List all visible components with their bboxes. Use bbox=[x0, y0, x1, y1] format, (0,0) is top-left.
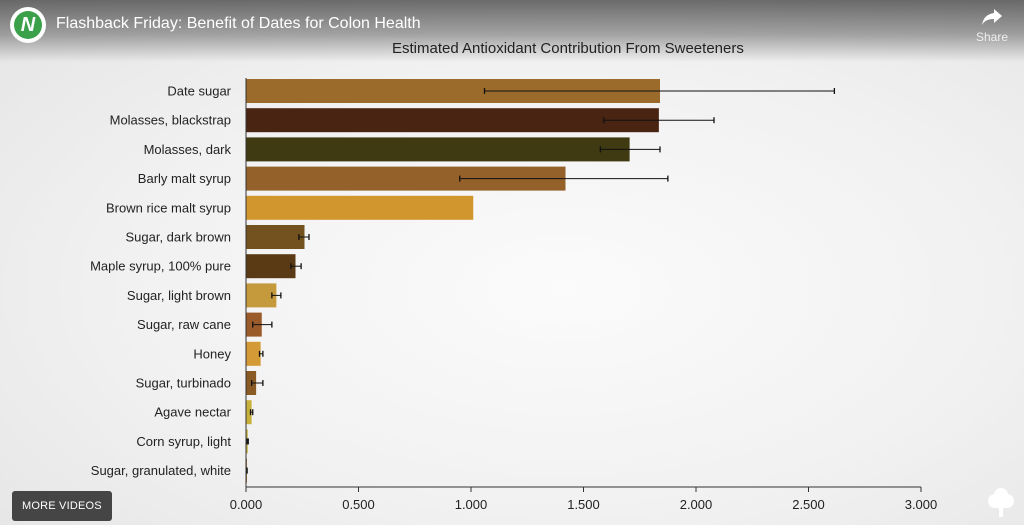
video-title[interactable]: Flashback Friday: Benefit of Dates for C… bbox=[56, 15, 421, 32]
bar bbox=[246, 254, 296, 279]
x-tick-label: 1.500 bbox=[567, 497, 600, 512]
share-button[interactable]: Share bbox=[970, 8, 1014, 44]
bar bbox=[246, 225, 305, 249]
category-label: Sugar, light brown bbox=[127, 288, 231, 303]
share-label: Share bbox=[975, 30, 1009, 44]
video-top-bar: N Flashback Friday: Benefit of Dates for… bbox=[0, 0, 1024, 62]
category-label: Sugar, dark brown bbox=[125, 230, 231, 245]
share-arrow-icon bbox=[982, 9, 1002, 25]
channel-logo[interactable]: N bbox=[10, 7, 46, 43]
category-label: Honey bbox=[193, 346, 231, 361]
category-label: Corn syrup, light bbox=[136, 434, 231, 449]
more-videos-button[interactable]: MORE VIDEOS bbox=[12, 491, 112, 521]
x-tick-label: 2.000 bbox=[680, 497, 713, 512]
category-label: Barly malt syrup bbox=[138, 171, 231, 186]
bar bbox=[246, 400, 252, 425]
category-label: Sugar, raw cane bbox=[137, 317, 231, 332]
category-label: Molasses, dark bbox=[144, 142, 232, 157]
category-label: Maple syrup, 100% pure bbox=[90, 259, 231, 274]
category-label: Sugar, turbinado bbox=[136, 376, 231, 391]
x-tick-label: 2.500 bbox=[792, 497, 825, 512]
chart-title: Estimated Antioxidant Contribution From … bbox=[392, 40, 744, 57]
category-label: Agave nectar bbox=[154, 405, 231, 420]
logo-letter: N bbox=[14, 11, 42, 39]
x-tick-label: 3.000 bbox=[905, 497, 938, 512]
bar bbox=[246, 108, 659, 133]
category-label: Molasses, blackstrap bbox=[110, 113, 231, 128]
category-label: Sugar, granulated, white bbox=[91, 463, 231, 478]
bar bbox=[246, 195, 474, 220]
bar bbox=[246, 137, 630, 162]
x-tick-label: 0.000 bbox=[230, 497, 263, 512]
x-tick-label: 1.000 bbox=[455, 497, 488, 512]
x-tick-label: 0.500 bbox=[342, 497, 375, 512]
category-label: Brown rice malt syrup bbox=[106, 200, 231, 215]
tree-icon bbox=[988, 488, 1014, 517]
category-label: Date sugar bbox=[167, 84, 231, 99]
bar bbox=[246, 341, 261, 366]
